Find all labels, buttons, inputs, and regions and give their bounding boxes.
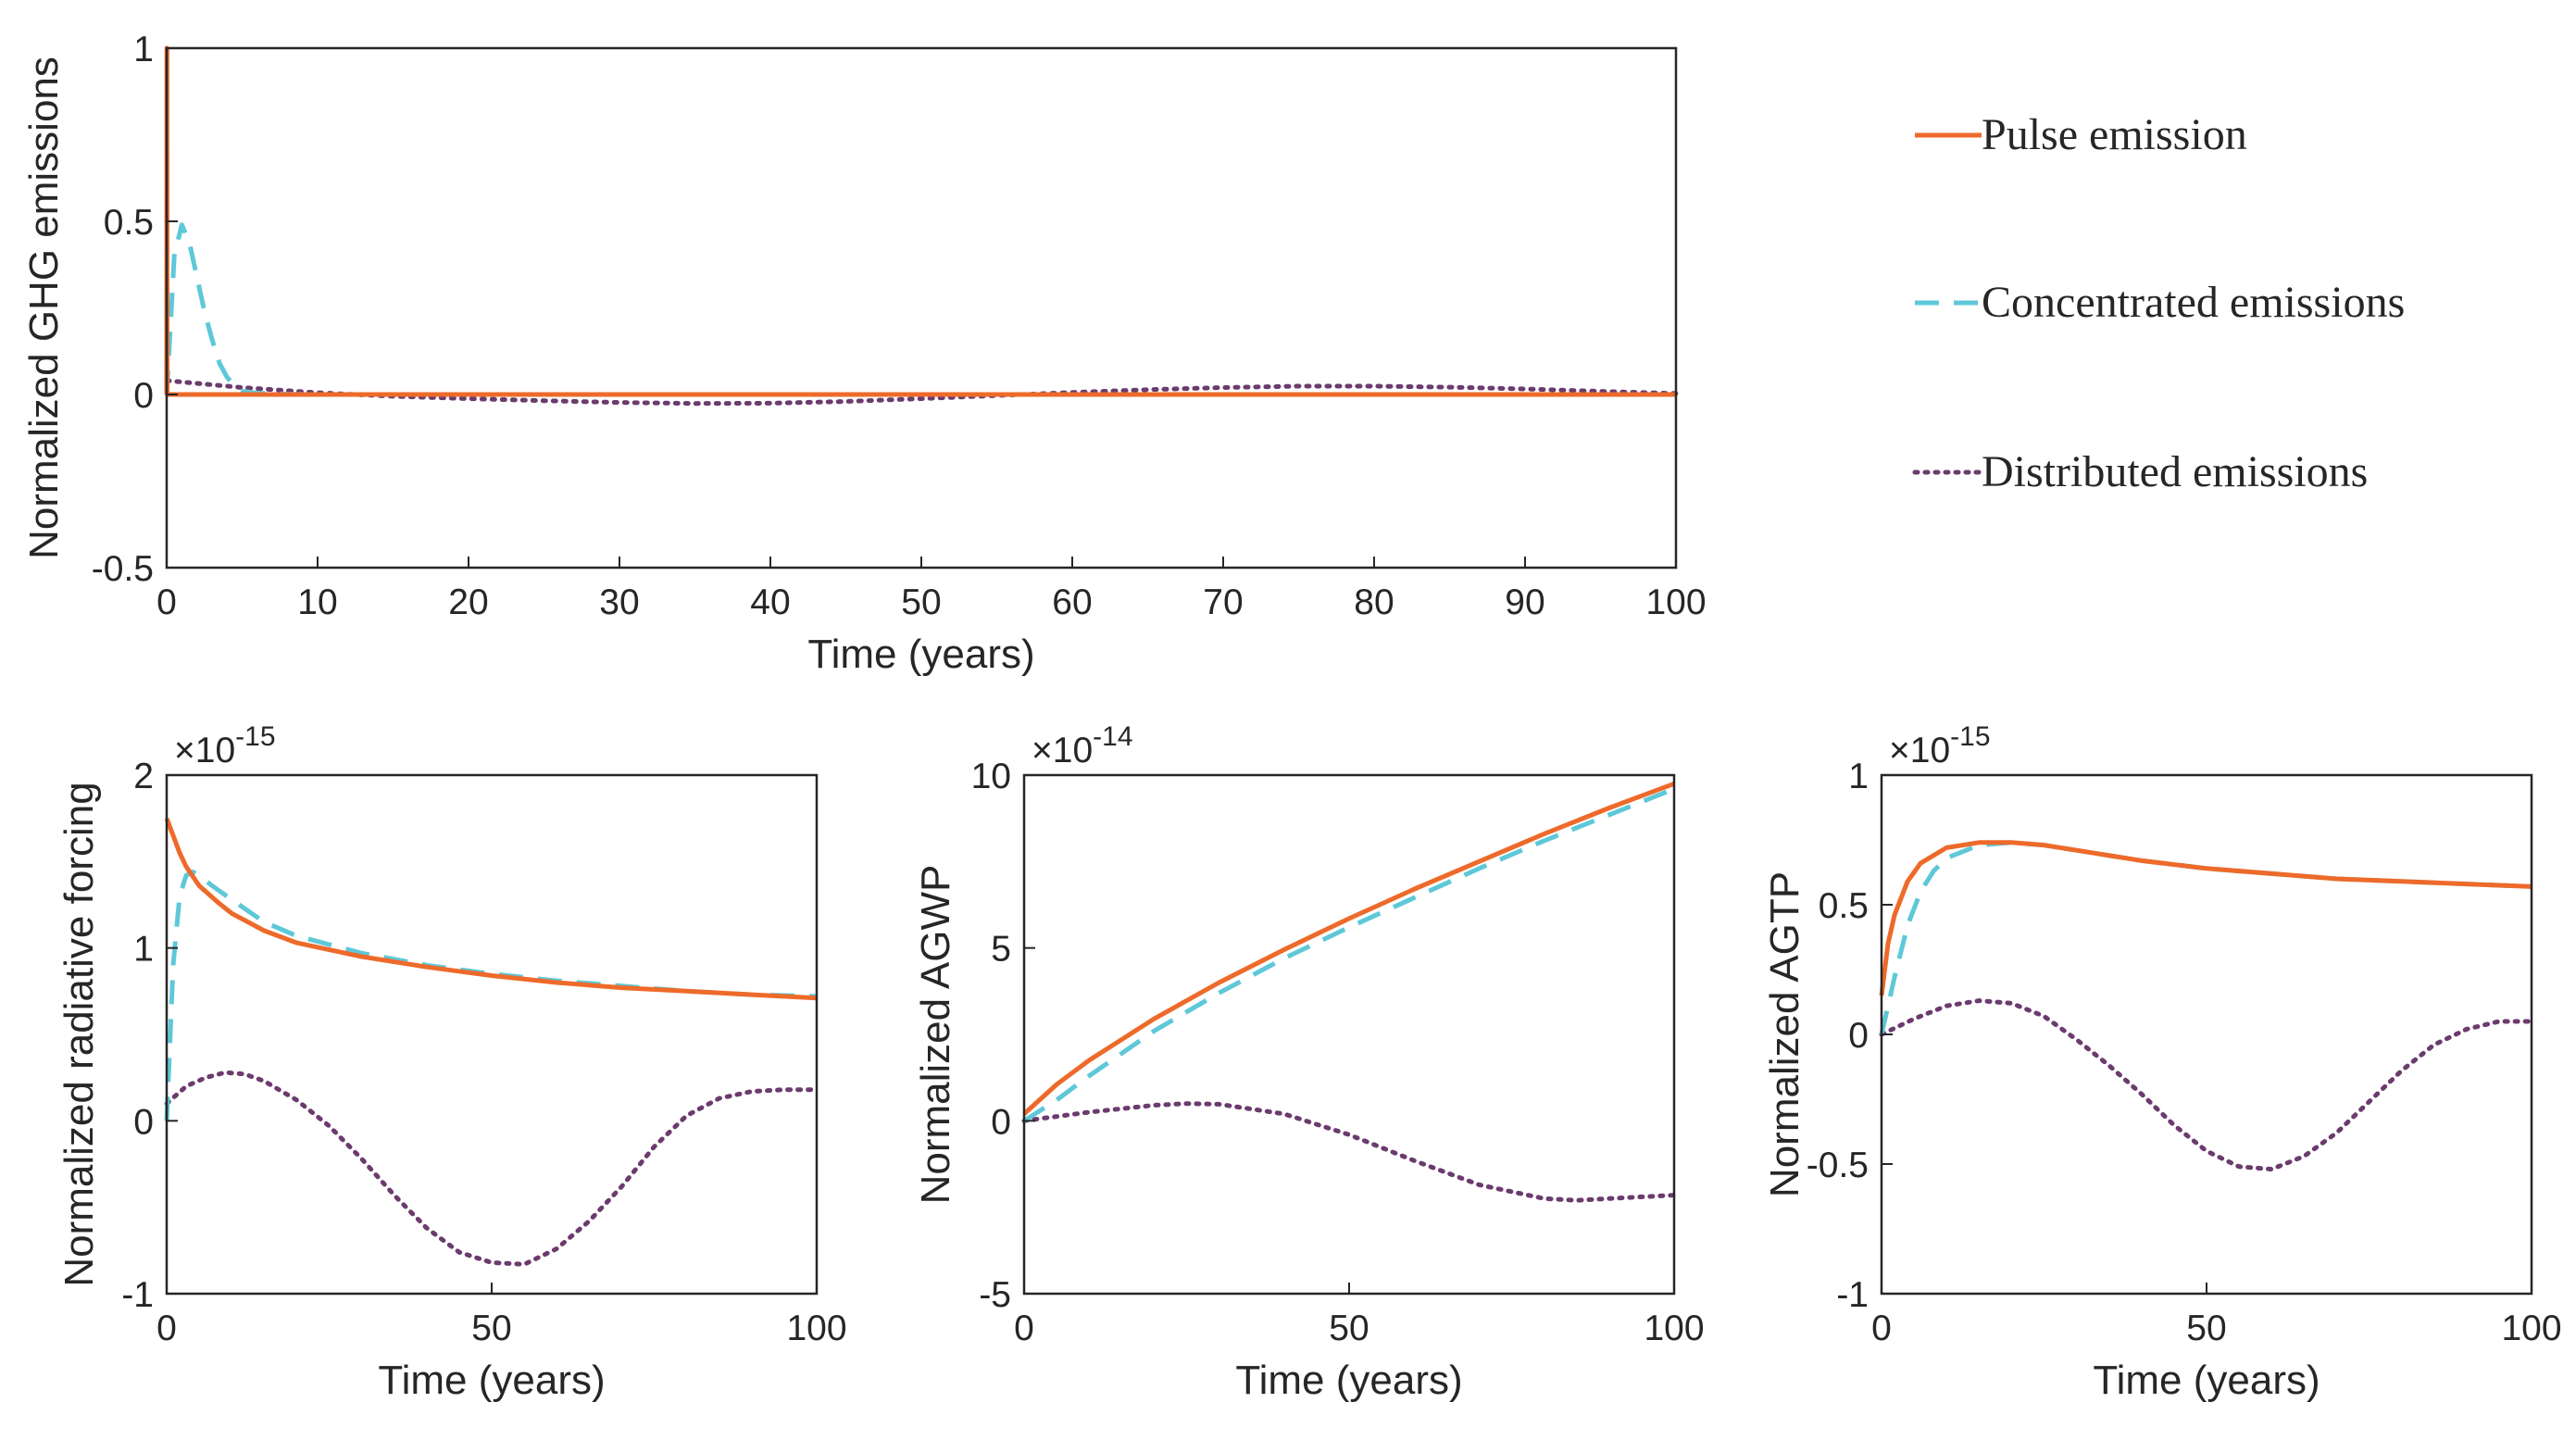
y-tick-label: 0 <box>133 1102 154 1142</box>
series-line-pulse <box>1879 840 2532 996</box>
plot-frame <box>165 46 1678 570</box>
x-tick-label: 90 <box>1505 582 1544 622</box>
x-tick-label: 100 <box>1644 1309 1704 1348</box>
y-tick-label: 5 <box>991 930 1011 970</box>
x-tick-label: 30 <box>599 582 639 622</box>
series-line-pulse <box>164 817 818 1001</box>
y-axis-exponent: ×10-15 <box>1889 721 1991 770</box>
y-tick-label: 0.5 <box>1819 886 1869 926</box>
x-axis-label: Time (years) <box>1235 1358 1462 1403</box>
y-tick-label: 1 <box>133 30 154 69</box>
series-line-distributed <box>164 378 1679 407</box>
series-line-distributed <box>1021 1101 1677 1203</box>
series-line-distributed <box>164 1070 819 1267</box>
x-tick-label: 80 <box>1354 582 1394 622</box>
y-tick-label: 2 <box>133 757 154 796</box>
x-tick-label: 100 <box>1645 582 1706 622</box>
exponent-value: -15 <box>235 721 275 752</box>
x-tick-label: 10 <box>297 582 337 622</box>
y-tick-label: 0.5 <box>104 203 154 243</box>
y-axis-exponent: ×10-15 <box>174 721 276 770</box>
y-axis-exponent: ×10-14 <box>1032 721 1133 770</box>
x-tick-label: 50 <box>901 582 941 622</box>
series-line-concentrated <box>164 222 1676 397</box>
y-axis-label: Normalized radiative forcing <box>56 782 102 1286</box>
x-axis-label: Time (years) <box>807 632 1034 677</box>
y-tick-label: 0 <box>1848 1016 1869 1056</box>
series-line-pulse <box>164 45 1676 397</box>
exponent-value: -14 <box>1093 721 1132 752</box>
series-line-concentrated <box>1022 786 1675 1123</box>
x-tick-label: 0 <box>1014 1309 1034 1348</box>
x-tick-label: 50 <box>1329 1309 1369 1348</box>
series-line-concentrated <box>1879 840 2532 1035</box>
legend-label-concentrated: Concentrated emissions <box>1982 278 2405 327</box>
x-tick-label: 60 <box>1052 582 1092 622</box>
y-tick-label: -1 <box>121 1275 154 1315</box>
series-line-pulse <box>1022 781 1675 1116</box>
y-axis-label: Normalized AGWP <box>913 865 958 1205</box>
legend: Pulse emission Concentrated emissions Di… <box>1912 110 2405 496</box>
plot-frame <box>1880 773 2533 1296</box>
y-tick-label: -1 <box>1836 1275 1869 1315</box>
x-axis-label: Time (years) <box>378 1358 605 1403</box>
y-tick-label: 0 <box>133 376 154 416</box>
plot-frame <box>1022 773 1676 1296</box>
x-tick-label: 100 <box>786 1309 846 1348</box>
y-tick-label: 1 <box>133 930 154 970</box>
x-tick-label: 20 <box>448 582 488 622</box>
x-tick-label: 0 <box>156 1309 177 1348</box>
y-tick-label: 10 <box>971 757 1011 796</box>
x-tick-label: 0 <box>156 582 177 622</box>
y-tick-label: -0.5 <box>92 549 154 589</box>
x-tick-label: 50 <box>2186 1309 2226 1348</box>
legend-label-distributed: Distributed emissions <box>1982 447 2368 496</box>
x-tick-label: 0 <box>1871 1309 1892 1348</box>
series-line-distributed <box>1879 998 2534 1172</box>
y-tick-label: 0 <box>991 1102 1011 1142</box>
agtp-panel: 0 50 100 -1 -0.5 0 0.5 1 Time (years) Normalized … <box>1762 721 2562 1403</box>
y-axis-label: Normalized AGTP <box>1762 871 1807 1197</box>
y-tick-label: 1 <box>1848 757 1869 796</box>
exponent-value: -15 <box>1950 721 1990 752</box>
legend-label-pulse: Pulse emission <box>1982 110 2247 159</box>
x-tick-label: 70 <box>1203 582 1243 622</box>
x-tick-label: 50 <box>471 1309 511 1348</box>
x-tick-label: 40 <box>750 582 790 622</box>
x-tick-label: 100 <box>2501 1309 2561 1348</box>
y-axis-label: Normalized GHG emissions <box>21 56 67 559</box>
y-tick-label: -5 <box>979 1275 1011 1315</box>
y-tick-label: -0.5 <box>1807 1146 1869 1185</box>
plot-frame <box>165 773 819 1296</box>
x-axis-label: Time (years) <box>2093 1358 2320 1403</box>
series-line-concentrated <box>164 870 818 1121</box>
